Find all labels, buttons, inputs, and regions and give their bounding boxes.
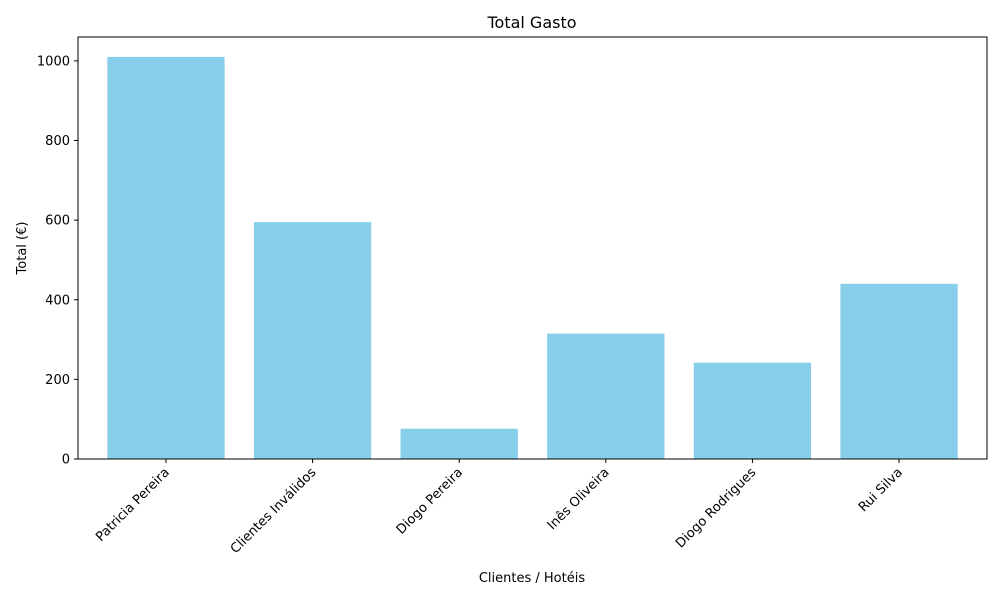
bar-1 <box>253 222 372 459</box>
chart-title: Total Gasto <box>486 13 576 32</box>
x-tick-label-5: Rui Silva <box>856 465 906 515</box>
y-axis-label: Total (€) <box>15 222 30 276</box>
bar-5 <box>840 283 958 459</box>
bar-2 <box>400 428 518 459</box>
plot-frame <box>77 36 988 460</box>
y-tick-label-4: 800 <box>45 134 70 149</box>
y-tick-label-3: 600 <box>45 214 70 229</box>
x-tick-label-4: Diogo Rodrigues <box>673 465 759 551</box>
x-tick-label-2: Diogo Pereira <box>394 465 466 537</box>
x-axis-label: Clientes / Hotéis <box>479 571 585 586</box>
x-tick-label-1: Clientes Inválidos <box>228 465 320 557</box>
x-tick-label-3: Inês Oliveira <box>545 465 613 533</box>
y-tick-label-2: 400 <box>45 293 70 308</box>
y-tick-label-0: 0 <box>62 453 70 468</box>
bar-0 <box>107 56 225 459</box>
bar-3 <box>547 333 665 459</box>
x-tick-label-0: Patricia Pereira <box>93 465 173 545</box>
y-tick-label-1: 200 <box>45 373 70 388</box>
bar-4 <box>693 362 812 459</box>
y-tick-label-5: 1000 <box>37 54 70 69</box>
